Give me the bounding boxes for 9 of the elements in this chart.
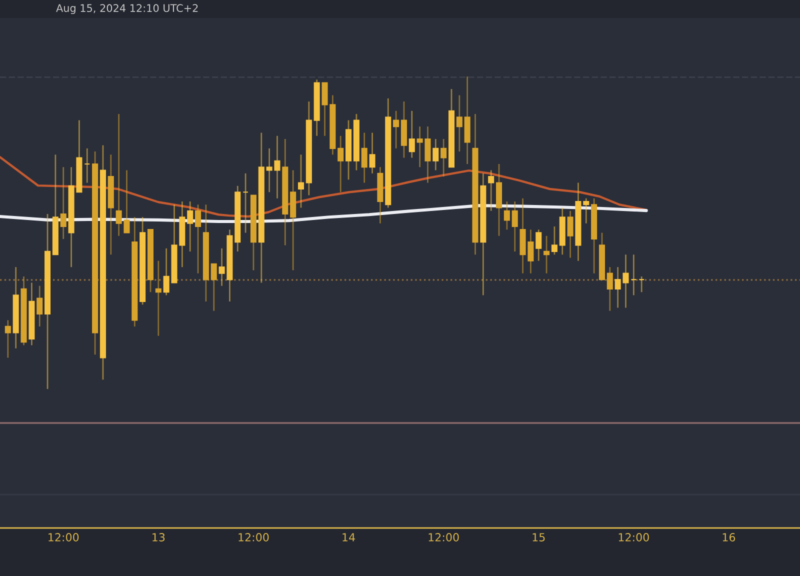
x-tick-label: 15 bbox=[532, 533, 545, 542]
x-tick-label: 14 bbox=[342, 533, 355, 542]
x-tick-label: 16 bbox=[722, 533, 736, 542]
x-tick-label: 12:00 bbox=[238, 533, 269, 542]
text: Aug 15, 2024 12:10 UTC+2 bbox=[56, 4, 198, 14]
x-tick-label: 12:00 bbox=[48, 533, 79, 542]
x-tick-label: 12:00 bbox=[428, 533, 459, 542]
x-tick-label: 13 bbox=[152, 533, 165, 542]
x-tick-label: 12:00 bbox=[618, 533, 649, 542]
